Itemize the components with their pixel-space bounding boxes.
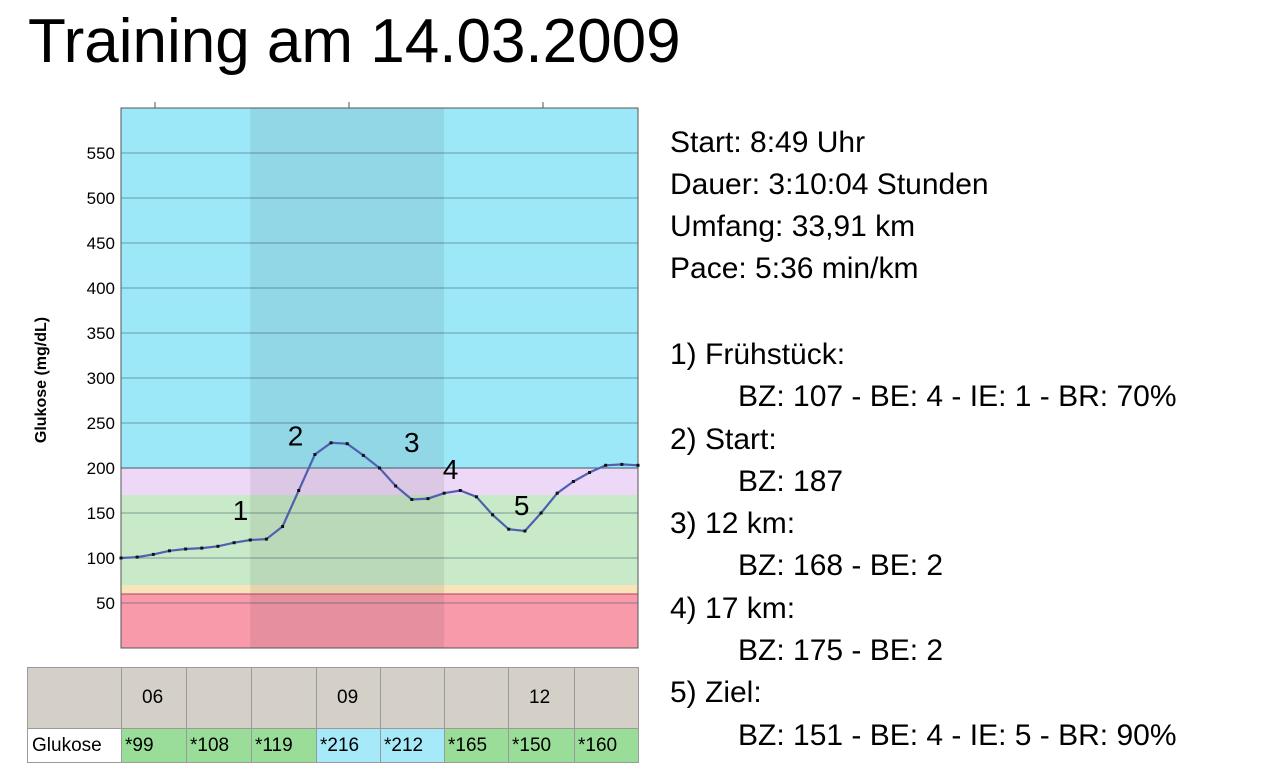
event-list: 1) Frühstück: BZ: 107 - BE: 4 - IE: 1 - … bbox=[670, 334, 1177, 757]
y-tick-label: 550 bbox=[87, 144, 115, 163]
data-point bbox=[523, 529, 527, 533]
data-point bbox=[167, 549, 171, 553]
y-tick-label: 200 bbox=[87, 459, 115, 478]
data-point bbox=[474, 495, 478, 499]
data-point bbox=[539, 511, 543, 515]
data-point bbox=[604, 463, 608, 467]
value-cell: *119 bbox=[251, 728, 317, 763]
data-point bbox=[313, 453, 317, 456]
event-1-detail: BZ: 107 - BE: 4 - IE: 1 - BR: 70% bbox=[738, 380, 1177, 414]
data-point bbox=[442, 491, 446, 495]
event-1-head: 1) Frühstück: bbox=[670, 338, 846, 371]
annotation-label: 5 bbox=[514, 490, 530, 521]
hour-cell bbox=[251, 667, 317, 729]
glucose-chart: 50 100 150 200 250 300 350 400 450 500 550 Glukose … bbox=[33, 102, 640, 649]
annotation-label: 4 bbox=[443, 454, 459, 485]
annotation-label: 2 bbox=[288, 421, 304, 452]
training-stats: Start: 8:49 Uhr Dauer: 3:10:04 Stunden U… bbox=[670, 122, 989, 290]
data-point bbox=[232, 541, 236, 545]
hour-cell bbox=[444, 667, 509, 729]
data-point bbox=[588, 471, 592, 474]
stat-pace: Pace: 5:36 min/km bbox=[670, 252, 919, 285]
data-point bbox=[248, 538, 252, 542]
data-point bbox=[297, 489, 301, 492]
hour-cell bbox=[186, 667, 252, 729]
y-tick-label: 350 bbox=[87, 324, 115, 343]
value-cell: *108 bbox=[186, 728, 252, 763]
stat-start: Start: 8:49 Uhr bbox=[670, 126, 866, 159]
value-cell: *216 bbox=[316, 728, 381, 763]
plot-frame bbox=[120, 107, 639, 649]
data-point bbox=[555, 491, 559, 495]
y-tick-label: 150 bbox=[87, 504, 115, 523]
data-point bbox=[571, 480, 575, 483]
data-point bbox=[264, 537, 268, 541]
data-point bbox=[329, 441, 333, 445]
y-tick-label: 450 bbox=[87, 234, 115, 253]
data-point bbox=[491, 513, 495, 517]
y-tick-label: 50 bbox=[96, 594, 115, 613]
hour-cell bbox=[574, 667, 639, 729]
data-point bbox=[458, 489, 462, 492]
y-tick-label: 400 bbox=[87, 279, 115, 298]
hour-cell bbox=[380, 667, 445, 729]
annotation-label: 3 bbox=[404, 427, 420, 458]
value-cell: *150 bbox=[508, 728, 575, 763]
data-point bbox=[345, 442, 349, 446]
event-4-head: 4) 17 km: bbox=[670, 591, 796, 625]
value-cell: *212 bbox=[380, 728, 445, 763]
data-point bbox=[281, 525, 285, 528]
data-point bbox=[410, 498, 414, 501]
stat-duration: Dauer: 3:10:04 Stunden bbox=[670, 168, 989, 201]
value-cell: *99 bbox=[121, 728, 187, 763]
range-band bbox=[121, 495, 638, 585]
event-5-head: 5) Ziel: bbox=[670, 676, 762, 710]
range-band bbox=[121, 468, 638, 495]
event-3-head: 3) 12 km: bbox=[670, 507, 796, 541]
range-band bbox=[121, 585, 638, 594]
data-point bbox=[151, 552, 155, 556]
data-point bbox=[361, 453, 365, 457]
event-5-detail: BZ: 151 - BE: 4 - IE: 5 - BR: 90% bbox=[738, 718, 1177, 752]
y-tick-label: 100 bbox=[87, 549, 115, 568]
data-point bbox=[200, 546, 204, 550]
y-tick-label: 250 bbox=[87, 414, 115, 433]
data-point bbox=[135, 555, 139, 559]
data-point bbox=[378, 466, 381, 470]
event-4-detail: BZ: 175 - BE: 2 bbox=[738, 634, 944, 668]
hour-row: 06 09 12 bbox=[27, 667, 639, 729]
y-tick-label: 300 bbox=[87, 369, 115, 388]
value-cell: *165 bbox=[444, 728, 509, 763]
data-point bbox=[426, 497, 430, 501]
page-title: Training am 14.03.2009 bbox=[28, 7, 681, 76]
value-cell: *160 bbox=[574, 728, 639, 763]
data-point bbox=[216, 544, 220, 548]
glucose-table: 06 09 12 Glukose *99 *108 *119 *216 *212… bbox=[27, 667, 639, 763]
hour-cell: 09 bbox=[316, 667, 381, 729]
data-point bbox=[636, 463, 640, 467]
table-corner bbox=[27, 667, 122, 729]
event-3-detail: BZ: 168 - BE: 2 bbox=[738, 549, 944, 583]
event-2-detail: BZ: 187 bbox=[738, 464, 844, 498]
y-axis-label: Glukose (mg/dL) bbox=[33, 317, 50, 443]
hour-cell: 12 bbox=[508, 667, 575, 729]
glucose-row: Glukose *99 *108 *119 *216 *212 *165 *15… bbox=[27, 728, 639, 763]
data-point bbox=[394, 484, 398, 488]
data-point bbox=[507, 527, 511, 531]
y-tick-label: 500 bbox=[87, 189, 115, 208]
stat-distance: Umfang: 33,91 km bbox=[670, 210, 916, 243]
annotation-label: 1 bbox=[233, 495, 249, 526]
event-2-head: 2) Start: bbox=[670, 422, 777, 456]
data-point bbox=[184, 547, 188, 551]
row-label: Glukose bbox=[27, 728, 122, 763]
data-point bbox=[620, 462, 624, 466]
hour-cell: 06 bbox=[121, 667, 187, 729]
data-point bbox=[119, 556, 123, 560]
